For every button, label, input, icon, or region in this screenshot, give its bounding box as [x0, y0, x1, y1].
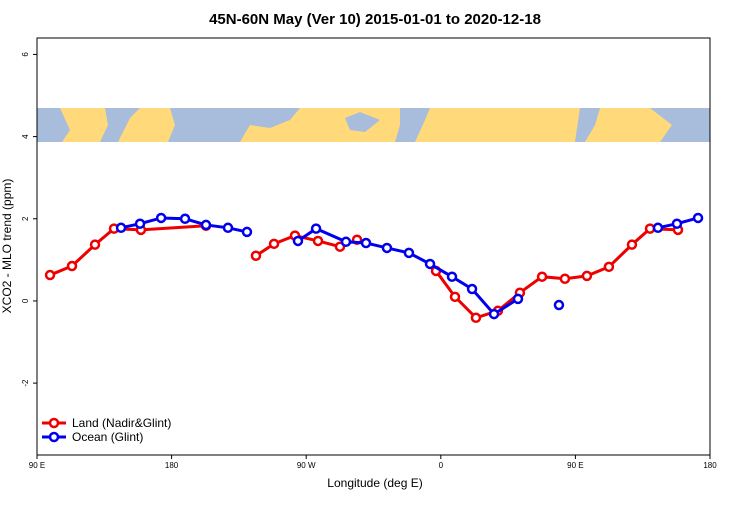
- data-point: [179, 213, 191, 225]
- data-point: [652, 222, 664, 234]
- x-tick-label: 90 E: [567, 461, 583, 470]
- data-point: [466, 283, 478, 295]
- data-point: [44, 269, 56, 281]
- data-point: [424, 258, 436, 270]
- chart-title: 45N-60N May (Ver 10) 2015-01-01 to 2020-…: [209, 11, 541, 28]
- data-point: [115, 222, 127, 234]
- data-point: [449, 291, 461, 303]
- map-strip: [37, 108, 710, 142]
- x-tick-label: 90 W: [297, 461, 316, 470]
- data-point: [626, 239, 638, 250]
- data-point: [470, 312, 482, 324]
- legend-label: Land (Nadir&Glint): [72, 416, 171, 430]
- data-point: [603, 261, 615, 273]
- y-tick-label: 0: [21, 298, 30, 303]
- data-point: [268, 238, 280, 250]
- data-point: [310, 223, 322, 234]
- data-point: [222, 222, 234, 234]
- x-axis-label: Longitude (deg E): [327, 476, 422, 490]
- data-point: [200, 219, 212, 231]
- data-point: [671, 218, 683, 229]
- data-point: [488, 308, 500, 320]
- data-point: [381, 242, 393, 254]
- legend-label: Ocean (Glint): [72, 430, 143, 444]
- y-tick-label: 4: [21, 134, 30, 139]
- data-point: [292, 235, 304, 247]
- y-tick-label: 6: [21, 52, 30, 57]
- data-point: [250, 250, 262, 261]
- data-point: [360, 237, 372, 249]
- data-point: [692, 212, 704, 224]
- data-point: [446, 271, 458, 282]
- y-axis-label: XCO2 - MLO trend (ppm): [0, 179, 14, 314]
- y-tick-label: 2: [21, 216, 30, 221]
- x-tick-label: 180: [703, 461, 717, 470]
- data-point: [581, 270, 593, 282]
- data-point: [559, 273, 571, 285]
- data-point: [403, 247, 415, 259]
- data-point: [155, 212, 167, 224]
- x-tick-label: 0: [439, 461, 444, 470]
- legend-marker: [48, 417, 60, 429]
- y-tick-label: -2: [21, 379, 30, 387]
- data-point: [312, 235, 324, 247]
- data-point: [340, 236, 352, 248]
- data-point: [66, 260, 78, 272]
- data-point: [512, 293, 524, 305]
- x-tick-label: 90 E: [29, 461, 45, 470]
- data-point: [134, 218, 146, 229]
- x-tick-label: 180: [165, 461, 179, 470]
- data-point: [241, 226, 253, 238]
- data-point: [553, 299, 565, 311]
- legend-marker: [48, 431, 60, 443]
- data-point: [536, 271, 548, 282]
- data-point: [89, 239, 101, 250]
- plot-frame: [36, 37, 711, 456]
